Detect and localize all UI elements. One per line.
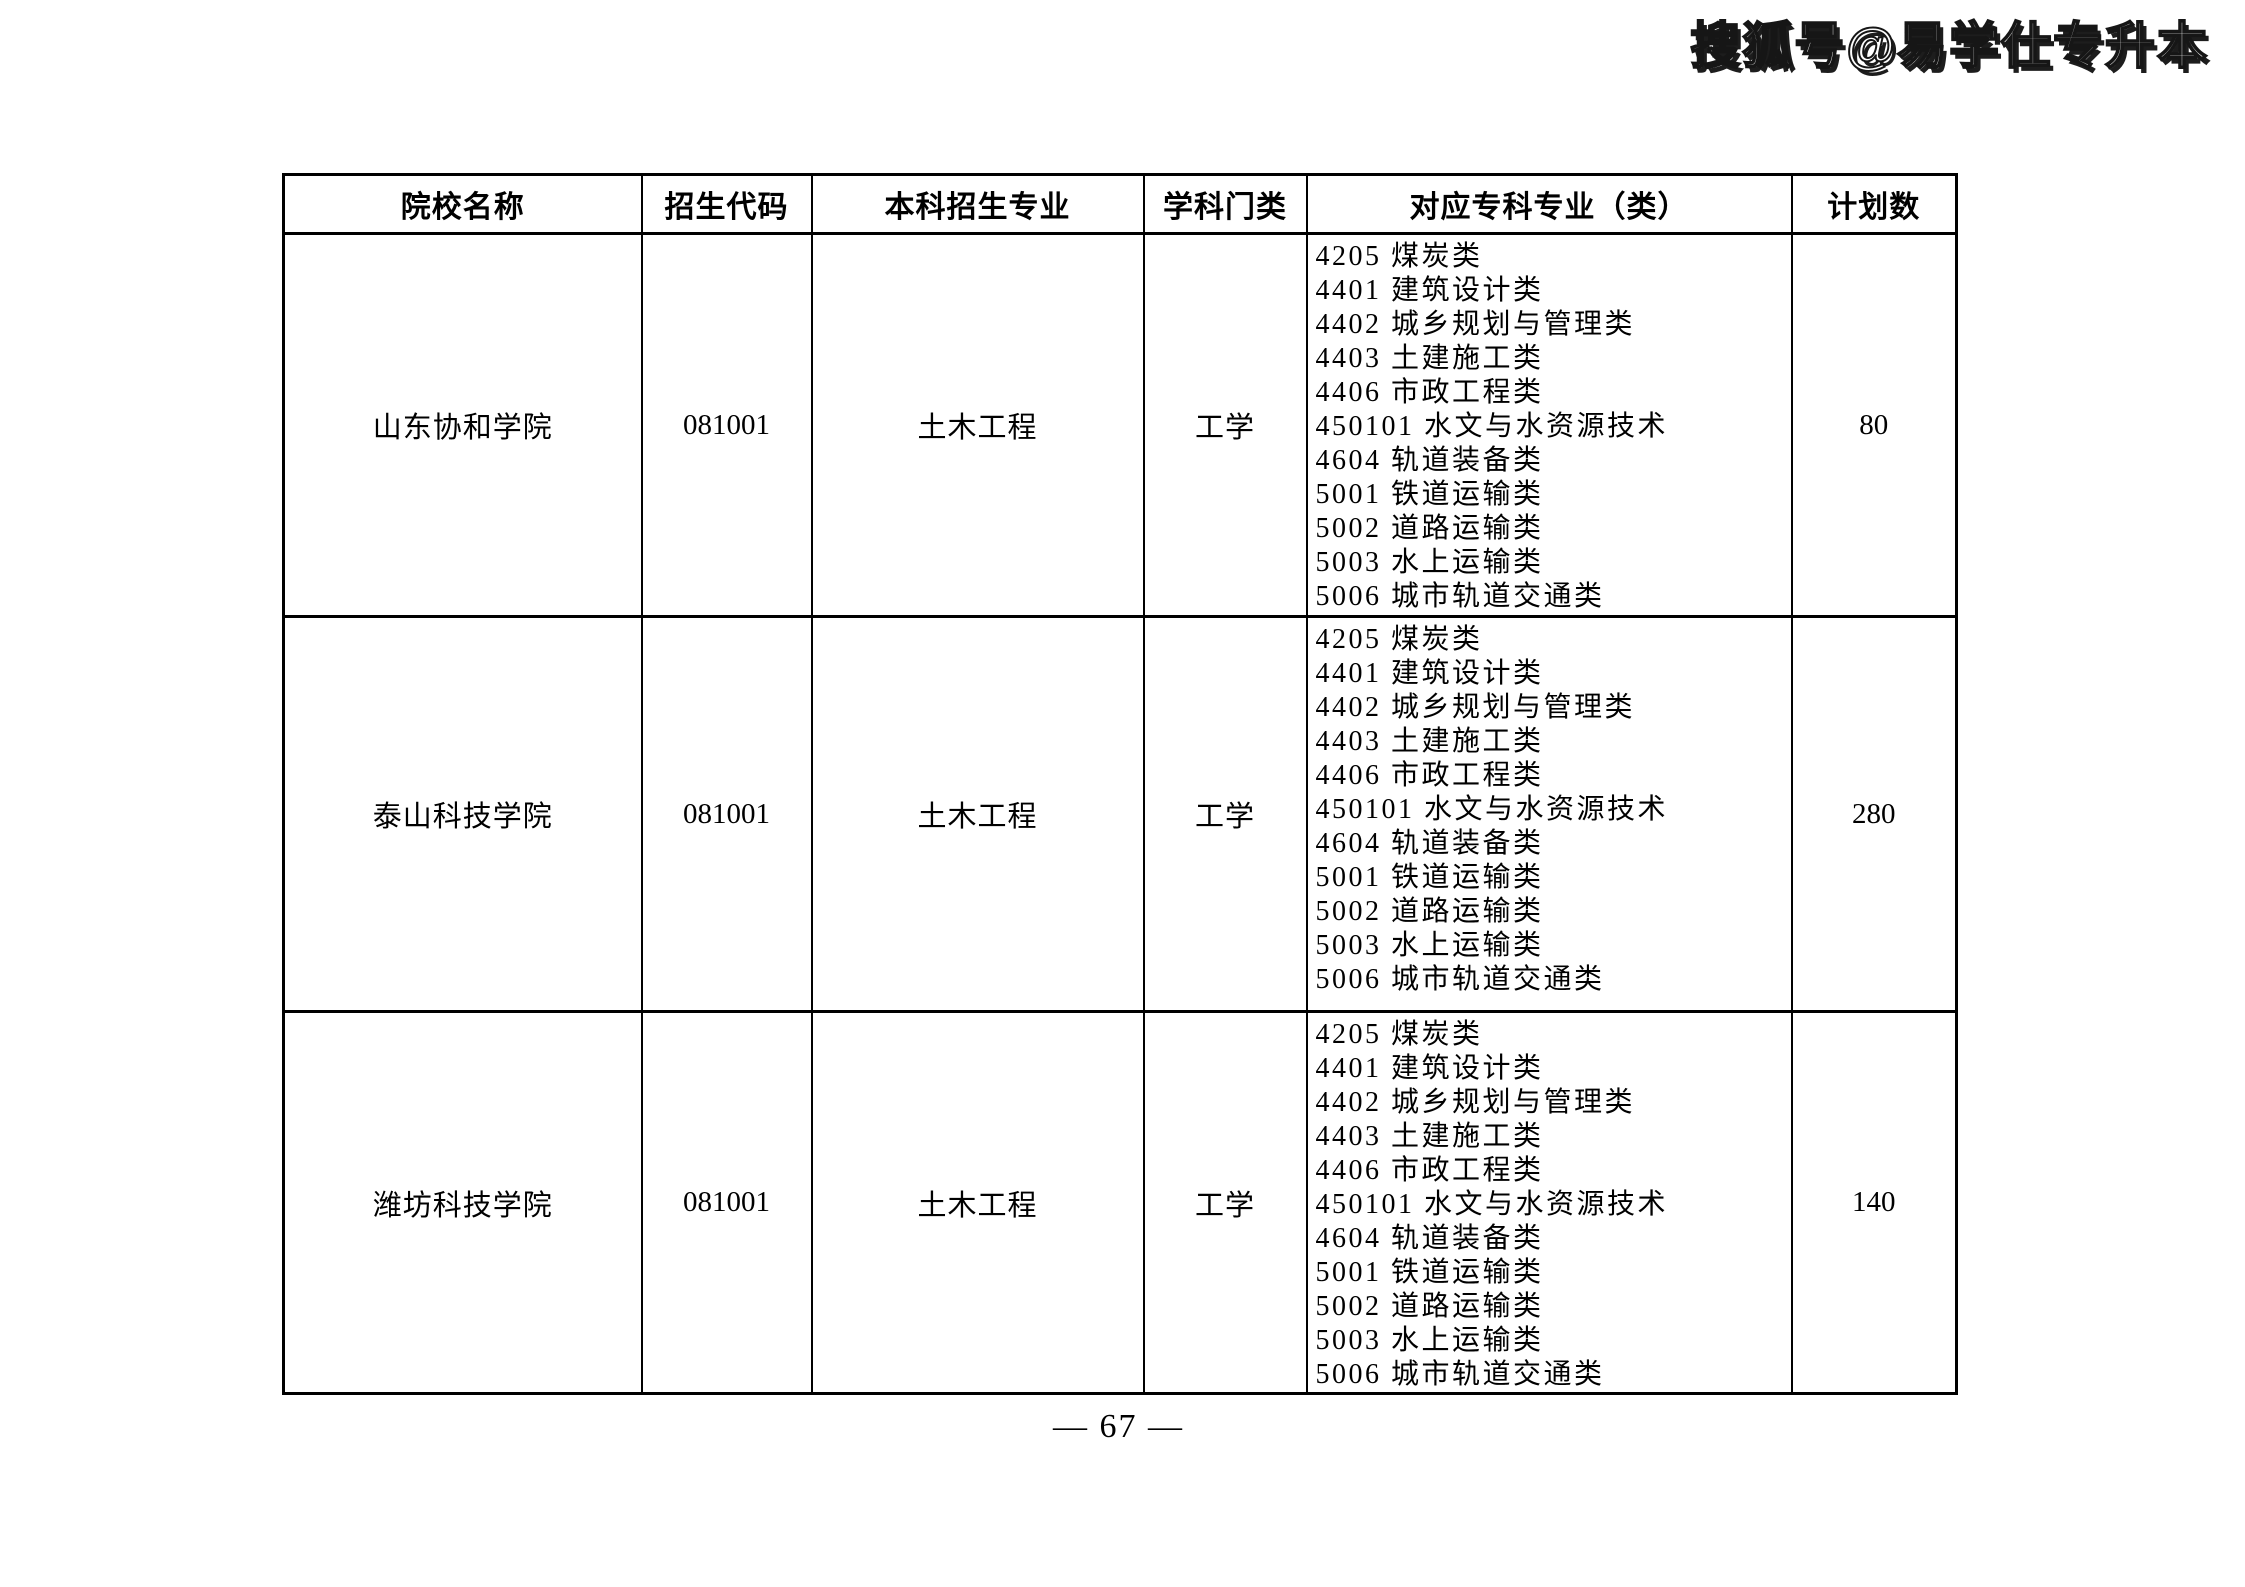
vocational-major-line: 4401 建筑设计类 [1315, 1053, 1544, 1084]
enrollment-code-cell: 081001 [640, 615, 813, 1013]
vocational-major-line: 5001 铁道运输类 [1315, 1257, 1544, 1288]
table-row: 泰山科技学院 081001 土木工程 工学 4205 煤炭类 4401 建筑设计类… [282, 615, 1958, 1013]
header-cell-discipline: 学科门类 [1142, 173, 1308, 235]
vocational-major-line: 5001 铁道运输类 [1315, 862, 1544, 893]
undergraduate-major-cell: 土木工程 [810, 232, 1145, 618]
undergraduate-major-cell: 土木工程 [810, 615, 1145, 1013]
vocational-majors-cell: 4205 煤炭类 4401 建筑设计类 4402 城乡规划与管理类 4403 土建施工… [1305, 232, 1793, 618]
enrollment-code-cell: 081001 [640, 1010, 813, 1395]
plan-count-cell: 80 [1790, 232, 1958, 618]
vocational-major-line: 4406 市政工程类 [1315, 1155, 1544, 1186]
vocational-major-line: 450101 水文与水资源技术 [1315, 794, 1669, 825]
vocational-major-line: 4406 市政工程类 [1315, 760, 1544, 791]
vocational-major-line: 4403 土建施工类 [1315, 1121, 1544, 1152]
vocational-majors-list: 4205 煤炭类 4401 建筑设计类 4402 城乡规划与管理类 4403 土建施工… [1309, 1015, 1790, 1392]
vocational-major-line: 4604 轨道装备类 [1315, 828, 1544, 859]
school-name-cell: 潍坊科技学院 [282, 1010, 643, 1395]
page-number: — 67 — [1053, 1408, 1184, 1445]
vocational-major-line: 5006 城市轨道交通类 [1315, 581, 1605, 612]
vocational-major-line: 5003 水上运输类 [1315, 547, 1544, 578]
vocational-major-line: 4604 轨道装备类 [1315, 445, 1544, 476]
vocational-major-line: 4403 土建施工类 [1315, 343, 1544, 374]
vocational-major-line: 5006 城市轨道交通类 [1315, 964, 1605, 995]
table-row: 潍坊科技学院 081001 土木工程 工学 4205 煤炭类 4401 建筑设计类… [282, 1010, 1958, 1395]
discipline-cell: 工学 [1142, 615, 1308, 1013]
vocational-major-line: 450101 水文与水资源技术 [1315, 411, 1669, 442]
vocational-major-line: 4604 轨道装备类 [1315, 1223, 1544, 1254]
plan-count-cell: 140 [1790, 1010, 1958, 1395]
vocational-major-line: 4401 建筑设计类 [1315, 658, 1544, 689]
vocational-major-line: 5006 城市轨道交通类 [1315, 1359, 1605, 1390]
vocational-major-line: 5001 铁道运输类 [1315, 479, 1544, 510]
admissions-plan-table: 院校名称 招生代码 本科招生专业 学科门类 对应专科专业（类） 计划数 山东协和… [282, 173, 1958, 1395]
vocational-majors-list: 4205 煤炭类 4401 建筑设计类 4402 城乡规划与管理类 4403 土建施工… [1309, 620, 1790, 998]
vocational-major-line: 4402 城乡规划与管理类 [1315, 309, 1636, 340]
vocational-major-line: 4205 煤炭类 [1315, 241, 1483, 272]
table-row: 山东协和学院 081001 土木工程 工学 4205 煤炭类 4401 建筑设计类… [282, 232, 1958, 618]
vocational-majors-cell: 4205 煤炭类 4401 建筑设计类 4402 城乡规划与管理类 4403 土建施工… [1305, 1010, 1793, 1395]
header-cell-plan-count: 计划数 [1790, 173, 1958, 235]
table-header-row: 院校名称 招生代码 本科招生专业 学科门类 对应专科专业（类） 计划数 [282, 173, 1958, 235]
header-cell-school-name: 院校名称 [282, 173, 643, 235]
vocational-major-line: 5003 水上运输类 [1315, 1325, 1544, 1356]
header-cell-vocational-majors: 对应专科专业（类） [1305, 173, 1793, 235]
vocational-major-line: 4401 建筑设计类 [1315, 275, 1544, 306]
vocational-major-line: 5002 道路运输类 [1315, 1291, 1544, 1322]
undergraduate-major-cell: 土木工程 [810, 1010, 1145, 1395]
vocational-major-line: 4406 市政工程类 [1315, 377, 1544, 408]
header-cell-enrollment-code: 招生代码 [640, 173, 813, 235]
header-cell-undergrad-major: 本科招生专业 [810, 173, 1145, 235]
vocational-major-line: 5003 水上运输类 [1315, 930, 1544, 961]
vocational-majors-cell: 4205 煤炭类 4401 建筑设计类 4402 城乡规划与管理类 4403 土建施工… [1305, 615, 1793, 1013]
vocational-major-line: 450101 水文与水资源技术 [1315, 1189, 1669, 1220]
plan-count-cell: 280 [1790, 615, 1958, 1013]
vocational-major-line: 4205 煤炭类 [1315, 624, 1483, 655]
vocational-major-line: 5002 道路运输类 [1315, 513, 1544, 544]
vocational-major-line: 5002 道路运输类 [1315, 896, 1544, 927]
vocational-major-line: 4403 土建施工类 [1315, 726, 1544, 757]
vocational-major-line: 4402 城乡规划与管理类 [1315, 692, 1636, 723]
discipline-cell: 工学 [1142, 1010, 1308, 1395]
vocational-major-line: 4402 城乡规划与管理类 [1315, 1087, 1636, 1118]
school-name-cell: 山东协和学院 [282, 232, 643, 618]
school-name-cell: 泰山科技学院 [282, 615, 643, 1013]
watermark-text: 搜狐号@易学仕专升本 [1689, 17, 2209, 75]
vocational-majors-list: 4205 煤炭类 4401 建筑设计类 4402 城乡规划与管理类 4403 土建施工… [1309, 237, 1790, 615]
enrollment-code-cell: 081001 [640, 232, 813, 618]
discipline-cell: 工学 [1142, 232, 1308, 618]
vocational-major-line: 4205 煤炭类 [1315, 1019, 1483, 1050]
